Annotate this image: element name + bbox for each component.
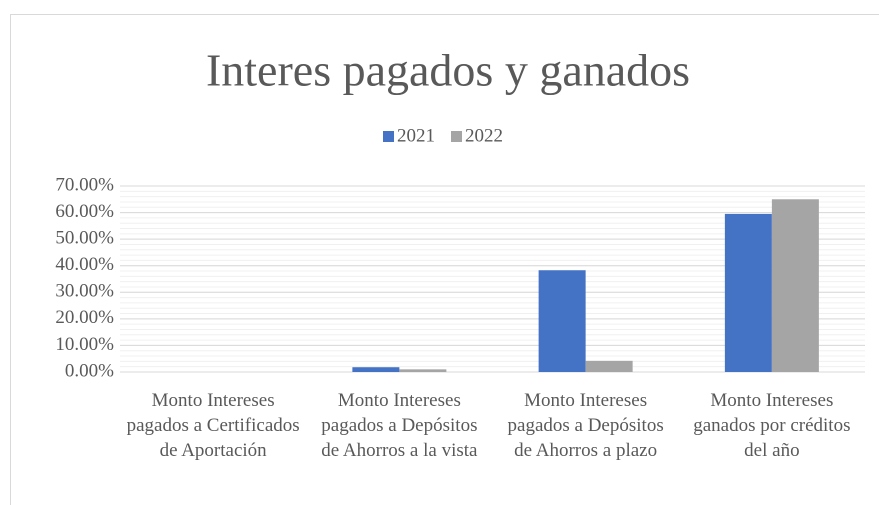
legend-swatch — [451, 131, 462, 142]
x-tick-label: Monto Intereses ganados por créditos del… — [693, 390, 851, 461]
y-tick-label: 40.00% — [55, 254, 114, 275]
bar — [399, 369, 447, 372]
legend-label: 2021 — [397, 125, 435, 146]
y-tick-label: 60.00% — [55, 201, 114, 222]
legend-label: 2022 — [465, 125, 503, 146]
bar — [585, 360, 633, 372]
y-tick-label: 30.00% — [55, 281, 114, 302]
y-tick-label: 70.00% — [55, 174, 114, 195]
bar — [771, 199, 819, 372]
y-tick-label: 20.00% — [55, 307, 114, 328]
legend-swatch — [383, 131, 394, 142]
x-tick-label: Monto Intereses pagados a Depósitos de A… — [507, 390, 664, 461]
x-tick-label: Monto Intereses pagados a Certificados d… — [126, 390, 300, 461]
x-tick-label: Monto Intereses pagados a Depósitos de A… — [321, 390, 478, 461]
bar — [538, 270, 586, 372]
y-tick-label: 50.00% — [55, 228, 114, 249]
y-tick-label: 0.00% — [65, 360, 114, 381]
y-tick-label: 10.00% — [55, 334, 114, 355]
bar — [724, 213, 772, 372]
bar — [352, 367, 400, 372]
chart-title: Interes pagados y ganados — [206, 45, 690, 96]
